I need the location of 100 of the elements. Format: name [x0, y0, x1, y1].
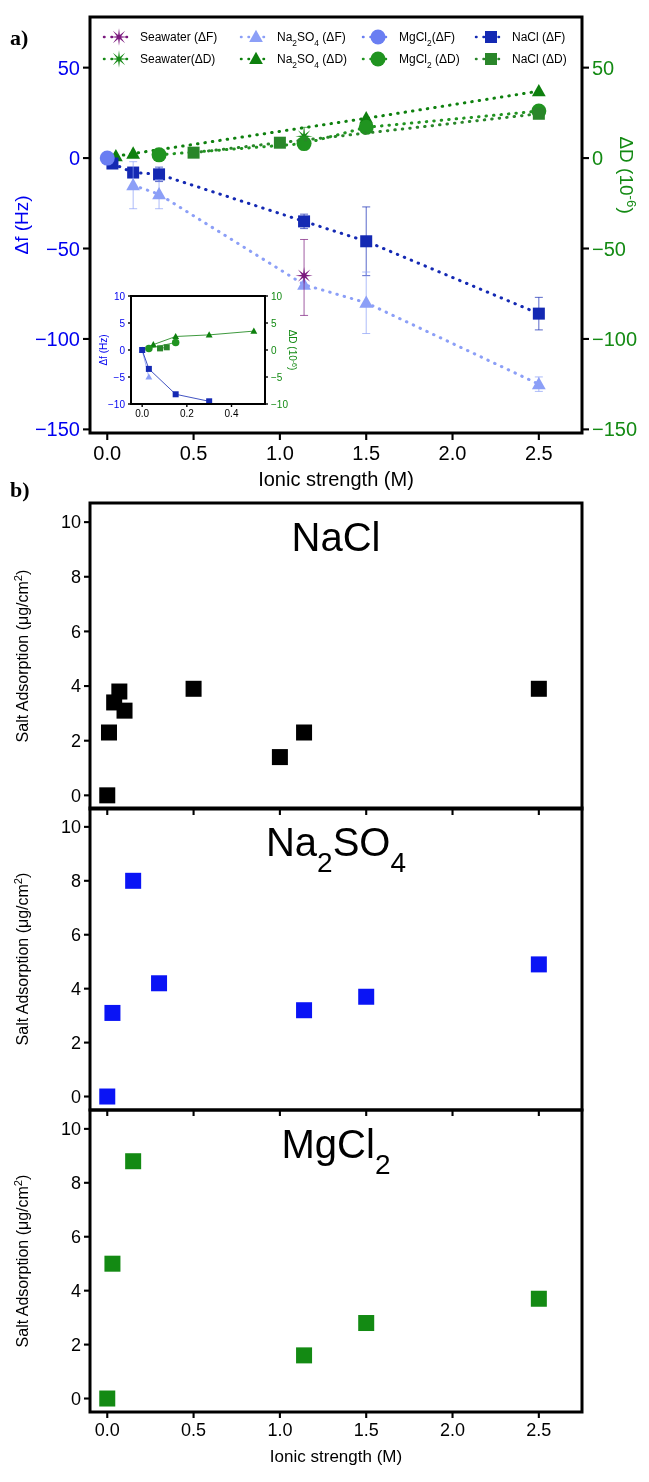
point — [152, 187, 166, 200]
point — [111, 683, 128, 700]
point — [205, 331, 213, 338]
point — [530, 1290, 547, 1307]
point — [99, 1390, 116, 1407]
y-tick-label: 8 — [70, 567, 81, 588]
point — [163, 344, 170, 351]
point — [296, 724, 313, 741]
point — [126, 146, 141, 159]
point — [532, 107, 545, 120]
chart-title: NaCl — [291, 515, 381, 559]
y-tick-label: −50 — [46, 237, 80, 260]
y-tick-label: 2 — [70, 1334, 81, 1355]
x-tick-label: 2.5 — [526, 1420, 552, 1440]
y-tick-label: −5 — [113, 371, 126, 383]
y-tick-label: 10 — [113, 290, 126, 302]
point — [127, 166, 140, 179]
point — [172, 391, 179, 398]
point — [250, 327, 258, 334]
x-tick-label: 1.0 — [267, 1420, 293, 1440]
legend-label: Na$_{2}$SO$_{4}$ (ΔF) — [277, 30, 346, 49]
point — [185, 680, 202, 697]
point — [296, 1002, 313, 1019]
y-tick-label: 8 — [70, 1173, 81, 1194]
point — [100, 724, 117, 741]
y-tick-label: 10 — [60, 817, 81, 838]
point — [172, 332, 180, 340]
y-tick-label: 2 — [70, 731, 81, 751]
point — [358, 119, 374, 135]
text: b) — [10, 477, 30, 502]
point — [126, 178, 141, 191]
y2-tick-label: −150 — [592, 418, 638, 441]
legend-label: NaCl (ΔF) — [512, 30, 566, 45]
point — [360, 235, 373, 248]
point — [104, 1004, 121, 1021]
x-tick-label: 1.0 — [265, 442, 294, 464]
point — [145, 365, 152, 372]
point — [531, 83, 546, 97]
point — [104, 1255, 121, 1272]
text: MgCl$_{2}$ — [281, 1122, 391, 1180]
x-axis-title: Ionic strength (M) — [269, 1447, 403, 1466]
y-tick-label: 4 — [70, 1280, 81, 1301]
point — [171, 338, 180, 347]
y2-tick-label: −100 — [592, 327, 638, 350]
y-tick-label: −150 — [34, 418, 80, 441]
y2-tick-label: 10 — [271, 290, 283, 302]
y-tick-label: 50 — [57, 56, 80, 79]
y-tick-label: 0 — [70, 1388, 81, 1409]
point — [530, 956, 547, 973]
x-tick-label: 0.0 — [94, 1420, 120, 1440]
y-tick-label: 4 — [70, 676, 81, 697]
y-tick-label: 4 — [70, 978, 81, 999]
text: a) — [10, 25, 29, 50]
legend-label: NaCl (ΔD) — [512, 52, 567, 67]
point — [296, 1347, 313, 1364]
point — [116, 702, 133, 719]
y-tick-label: 6 — [70, 621, 81, 642]
y-tick-label: −10 — [108, 398, 126, 410]
y-tick-label: 2 — [70, 1032, 81, 1053]
y-tick-label: −100 — [34, 327, 80, 350]
legend-label: Na$_{2}$SO$_{4}$ (ΔD) — [277, 52, 348, 71]
y2-tick-label: −5 — [271, 371, 283, 383]
point — [532, 307, 545, 320]
x-tick-label: 0.4 — [224, 408, 239, 419]
x-tick-label: 0.0 — [135, 408, 150, 419]
x-tick-label: 1.5 — [353, 1420, 379, 1440]
point — [271, 749, 288, 766]
y2-tick-label: 0 — [271, 344, 277, 356]
y-axis-title: Δf (Hz) — [11, 195, 32, 255]
point — [99, 150, 115, 166]
x-axis-title: Ionic strength (M) — [258, 468, 414, 490]
y-tick-label: 6 — [70, 1227, 81, 1248]
point — [273, 136, 286, 149]
text: Na$_{2}$SO$_{4}$ — [265, 820, 407, 878]
point — [358, 1315, 375, 1332]
y-tick-label: 6 — [70, 925, 81, 946]
y-tick-label: 8 — [70, 871, 81, 892]
point — [125, 872, 142, 889]
x-tick-label: 0.0 — [93, 442, 122, 464]
point — [125, 1153, 142, 1170]
y-tick-label: 0 — [68, 147, 80, 170]
point — [145, 344, 153, 353]
point — [530, 680, 547, 697]
y2-tick-label: 0 — [592, 147, 604, 170]
y-tick-label: 0 — [70, 1086, 81, 1107]
legend-label: Seawater(ΔD) — [140, 52, 216, 67]
x-tick-label: 1.5 — [352, 442, 381, 464]
y-tick-label: 0 — [119, 344, 126, 356]
y-axis-title: Δf (Hz) — [98, 334, 109, 366]
y2-tick-label: 50 — [592, 56, 615, 79]
legend-label: MgCl$_{2}$ (ΔD) — [399, 52, 460, 71]
y2-tick-label: −10 — [271, 398, 289, 410]
x-tick-label: 0.5 — [179, 442, 208, 464]
point — [358, 988, 375, 1005]
legend-label: MgCl$_{2}$(ΔF) — [399, 30, 456, 49]
x-tick-label: 2.0 — [438, 442, 467, 464]
x-tick-label: 0.5 — [181, 1420, 207, 1440]
x-tick-label: 2.5 — [524, 442, 553, 464]
point — [187, 146, 200, 159]
x-tick-label: 0.2 — [179, 408, 195, 419]
